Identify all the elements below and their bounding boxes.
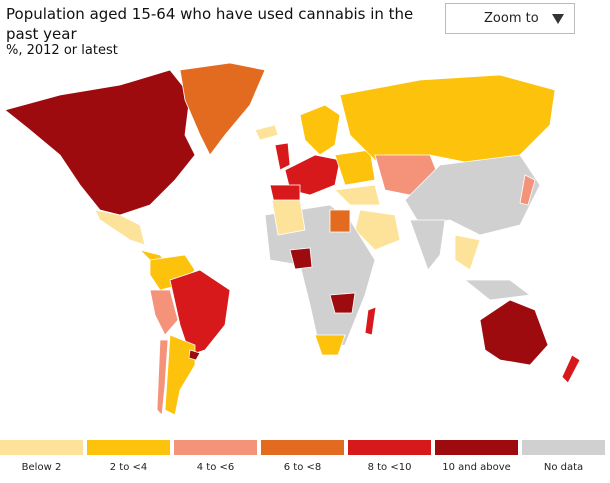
- world-map: [4, 62, 581, 416]
- country-region[interactable]: [329, 292, 356, 314]
- legend-swatch: [522, 440, 605, 455]
- legend-label: 4 to <6: [197, 462, 235, 473]
- country-region[interactable]: [254, 124, 279, 141]
- zoom-label: Zoom to: [484, 11, 539, 26]
- dropdown-arrow: [552, 14, 564, 24]
- country-region[interactable]: [409, 219, 446, 271]
- country-region[interactable]: [339, 74, 556, 166]
- country-region[interactable]: [299, 104, 341, 156]
- country-region[interactable]: [404, 154, 541, 236]
- legend-swatch: [174, 440, 257, 455]
- country-region[interactable]: [519, 174, 536, 206]
- country-region[interactable]: [188, 349, 201, 361]
- country-region[interactable]: [156, 339, 169, 416]
- title: Population aged 15-64 who have used cann…: [6, 5, 414, 43]
- country-region[interactable]: [334, 149, 376, 186]
- country-region[interactable]: [164, 334, 196, 416]
- legend: Below 2 2 to <4 4 to <6 6 to <8 8 to <10 10 a…: [0, 440, 605, 473]
- legend-swatch: [435, 440, 518, 455]
- legend-swatch: [0, 440, 83, 455]
- country-region[interactable]: [329, 209, 351, 233]
- legend-label: 6 to <8: [284, 462, 322, 473]
- legend-label: Below 2: [22, 462, 62, 473]
- legend-label: 8 to <10: [368, 462, 412, 473]
- subtitle: %, 2012 or latest: [6, 43, 118, 58]
- country-region[interactable]: [169, 269, 231, 356]
- legend-swatch: [261, 440, 344, 455]
- legend-label: 2 to <4: [110, 462, 148, 473]
- country-region[interactable]: [271, 199, 306, 236]
- country-region[interactable]: [289, 247, 313, 270]
- country-region[interactable]: [561, 354, 581, 384]
- country-region[interactable]: [463, 279, 532, 301]
- country-region[interactable]: [149, 289, 179, 336]
- country-region[interactable]: [354, 209, 401, 251]
- country-region[interactable]: [364, 306, 377, 336]
- legend-swatch: [87, 440, 170, 455]
- country-region[interactable]: [314, 334, 346, 356]
- country-region[interactable]: [179, 62, 266, 156]
- country-region[interactable]: [274, 142, 291, 171]
- country-region[interactable]: [4, 69, 196, 216]
- country-region[interactable]: [479, 299, 549, 366]
- zoom-dropdown[interactable]: Zoom to: [445, 3, 575, 34]
- country-region[interactable]: [334, 184, 381, 206]
- country-region[interactable]: [94, 209, 146, 246]
- legend-swatch: [348, 440, 431, 455]
- legend-label: No data: [544, 462, 583, 473]
- country-region[interactable]: [454, 234, 481, 271]
- legend-label: 10 and above: [442, 462, 511, 473]
